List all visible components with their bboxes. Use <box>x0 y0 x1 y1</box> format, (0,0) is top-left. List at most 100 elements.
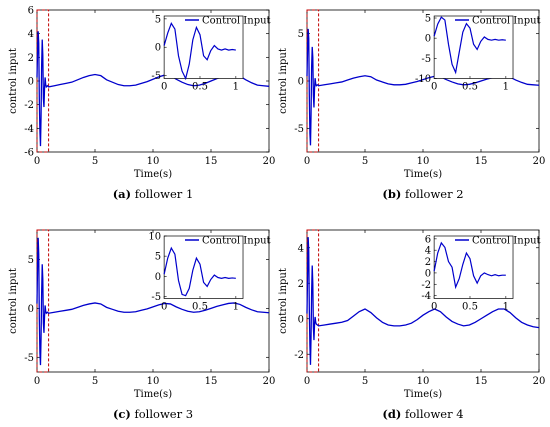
inset-y-tick-label: 5 <box>425 14 431 25</box>
inset-series-line <box>163 22 236 81</box>
x-tick-label: 15 <box>475 376 488 387</box>
inset-x-tick-label: 0.5 <box>192 301 208 312</box>
y-tick-label: 4 <box>298 243 304 254</box>
inset-x-tick-label: 0.5 <box>462 301 478 312</box>
x-tick-label: 15 <box>205 376 218 387</box>
inset-series-line <box>433 16 506 75</box>
x-tick-label: 0 <box>34 376 40 387</box>
inset-x-tick-label: 0.5 <box>192 81 208 92</box>
inset-y-tick-label: 5 <box>155 252 161 263</box>
caption-text: follower 3 <box>131 407 193 421</box>
y-axis-label: control input <box>278 268 289 334</box>
inset-y-tick-label: 6 <box>425 234 431 245</box>
x-tick-label: 5 <box>92 376 98 387</box>
x-tick-label: 5 <box>362 156 368 167</box>
inset-x-tick-label: 1 <box>503 81 509 92</box>
inset-x-tick-label: 1 <box>233 81 239 92</box>
figure-caption: (b) follower 2 <box>382 187 463 201</box>
series-line-control-input <box>306 237 540 365</box>
x-tick-label: 20 <box>533 156 546 167</box>
caption-tag: (a) <box>113 187 131 201</box>
x-tick-label: 5 <box>92 156 98 167</box>
inset-y-tick-label: -5 <box>421 54 431 65</box>
y-axis-label: control input <box>8 268 19 334</box>
inset-x-tick-label: 1 <box>233 301 239 312</box>
caption-tag: (d) <box>382 407 401 421</box>
y-tick-label: 2 <box>28 53 34 64</box>
y-axis-label: control input <box>278 48 289 114</box>
y-tick-label: 5 <box>28 255 34 266</box>
inset-y-tick-label: 0 <box>155 272 161 283</box>
x-tick-label: 0 <box>34 156 40 167</box>
inset-x-tick-label: 0 <box>431 81 437 92</box>
inset-series-line <box>163 246 236 297</box>
y-axis-label: control input <box>8 48 19 114</box>
x-tick-label: 20 <box>263 156 276 167</box>
inset-y-tick-label: 5 <box>155 14 161 25</box>
y-tick-label: 5 <box>298 29 304 40</box>
figure-caption: (c) follower 3 <box>113 407 193 421</box>
caption-text: follower 4 <box>401 407 463 421</box>
inset-frame <box>433 15 514 79</box>
series-line-control-input <box>36 31 270 147</box>
legend-entry: Control Input <box>472 16 541 27</box>
figure-caption: (a) follower 1 <box>113 187 194 201</box>
caption-text: follower 1 <box>131 187 193 201</box>
inset-y-tick-label: 10 <box>148 232 161 243</box>
inset-chart: 0 0.5 1-505 <box>151 14 244 92</box>
figure-caption: (d) follower 4 <box>382 407 463 421</box>
y-tick-label: 6 <box>28 6 34 17</box>
zoom-window-marker <box>306 9 320 153</box>
x-tick-label: 20 <box>263 376 276 387</box>
x-tick-label: 0 <box>304 376 310 387</box>
y-tick-label: -5 <box>24 353 34 364</box>
x-tick-label: 10 <box>417 376 430 387</box>
series-line-control-input <box>306 28 540 146</box>
y-tick-label: 0 <box>28 77 34 88</box>
inset-chart: 0 0.5 1 -10 -5 0 5 <box>415 14 514 92</box>
inset-y-tick-label: -5 <box>151 292 161 303</box>
inset-y-tick-label: 0 <box>425 268 431 279</box>
x-tick-label: 15 <box>475 156 488 167</box>
inset-series-line <box>433 241 506 290</box>
inset-y-tick-label: 0 <box>425 34 431 45</box>
x-tick-label: 20 <box>533 376 546 387</box>
y-tick-label: -5 <box>294 124 304 135</box>
x-tick-label: 10 <box>147 376 160 387</box>
zoom-window-marker <box>36 9 50 153</box>
x-tick-label: 15 <box>205 156 218 167</box>
y-tick-label: 0 <box>298 77 304 88</box>
y-tick-label: -4 <box>24 124 34 135</box>
legend-entry: Control Input <box>202 236 271 247</box>
inset-x-tick-label: 0 <box>161 301 167 312</box>
chart-panel-2: 0 5 10 15 20 -5 0 5 Time(s) control input 0 0.5 1 -10… <box>278 9 546 201</box>
x-axis-label: Time(s) <box>404 169 442 180</box>
inset-y-tick-label: -10 <box>415 74 431 85</box>
caption-text: follower 2 <box>401 187 463 201</box>
y-tick-label: -2 <box>24 100 34 111</box>
inset-y-tick-label: -4 <box>421 291 431 302</box>
x-tick-label: 0 <box>304 156 310 167</box>
x-axis-label: Time(s) <box>404 389 442 400</box>
inset-y-tick-label: 0 <box>155 43 161 54</box>
caption-tag: (c) <box>113 407 131 421</box>
legend-entry: Control Input <box>202 16 271 27</box>
inset-x-tick-label: 1 <box>503 301 509 312</box>
inset-x-tick-label: 0 <box>161 81 167 92</box>
x-tick-label: 5 <box>362 376 368 387</box>
x-tick-label: 10 <box>417 156 430 167</box>
inset-y-tick-label: 4 <box>425 246 431 257</box>
inset-frame <box>433 235 514 299</box>
inset-x-tick-label: 0 <box>431 301 437 312</box>
y-tick-label: 4 <box>28 29 34 40</box>
inset-x-tick-label: 0.5 <box>462 81 478 92</box>
x-tick-label: 10 <box>147 156 160 167</box>
x-axis-label: Time(s) <box>134 389 172 400</box>
series-line-control-input <box>36 237 270 366</box>
